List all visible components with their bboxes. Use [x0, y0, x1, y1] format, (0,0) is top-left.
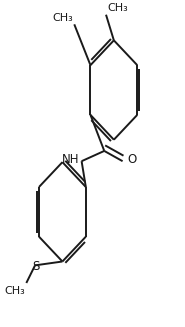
Text: CH₃: CH₃ [53, 13, 73, 23]
Text: NH: NH [61, 153, 79, 166]
Text: O: O [127, 153, 136, 166]
Text: S: S [32, 260, 40, 273]
Text: CH₃: CH₃ [107, 3, 128, 13]
Text: CH₃: CH₃ [4, 286, 25, 296]
